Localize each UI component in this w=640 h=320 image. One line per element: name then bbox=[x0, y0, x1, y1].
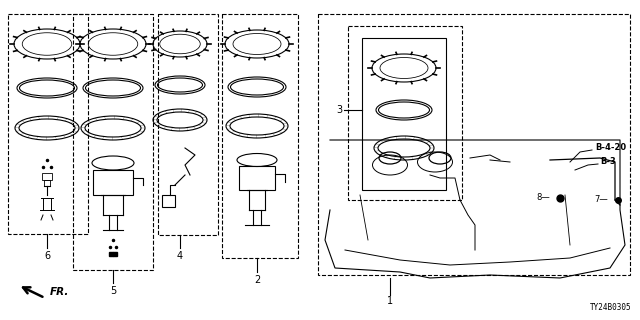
Bar bbox=[42, 173, 52, 180]
Bar bbox=[73, 14, 153, 270]
Text: 6: 6 bbox=[44, 251, 50, 261]
Bar bbox=[348, 26, 462, 200]
Text: TY24B0305: TY24B0305 bbox=[590, 303, 632, 312]
Bar bbox=[158, 14, 218, 235]
Bar bbox=[362, 38, 446, 190]
Bar bbox=[44, 180, 50, 186]
Text: 2: 2 bbox=[254, 275, 260, 285]
Text: 7—: 7— bbox=[595, 196, 608, 204]
Text: 5: 5 bbox=[110, 286, 116, 296]
Text: FR.: FR. bbox=[50, 287, 69, 297]
Text: 1: 1 bbox=[387, 296, 393, 306]
Bar bbox=[318, 14, 630, 275]
Text: B-4-20: B-4-20 bbox=[595, 143, 626, 153]
Text: B-3: B-3 bbox=[600, 157, 616, 166]
Bar bbox=[93, 170, 133, 195]
Bar bbox=[8, 14, 88, 234]
Text: 8—: 8— bbox=[536, 194, 550, 203]
Text: 3: 3 bbox=[336, 105, 342, 115]
Bar bbox=[222, 14, 298, 258]
Bar bbox=[162, 195, 175, 207]
Text: 4: 4 bbox=[177, 251, 183, 261]
Bar bbox=[239, 166, 275, 190]
